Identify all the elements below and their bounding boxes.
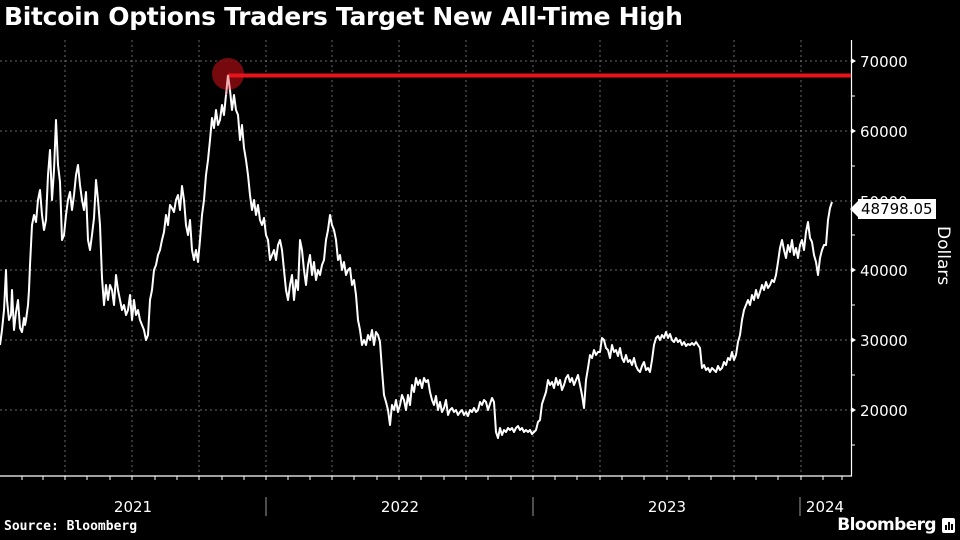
y-tick-40000: 40000 [860,262,908,280]
x-tick-2021: 2021 [114,498,152,516]
peak-segment [225,74,231,96]
x-tick-2022: 2022 [381,498,419,516]
y-minor-ticks [851,95,855,446]
last-value-label: 48798.05 [850,199,936,219]
y-tick-20000: 20000 [860,402,908,420]
horizontal-gridlines [0,60,851,411]
vertical-gridlines [64,40,802,476]
y-axis-ticks [851,58,856,413]
bloomberg-logo-text: Bloomberg [837,515,936,535]
chart-title: Bitcoin Options Traders Target New All-T… [4,2,683,31]
year-dividers [265,497,801,516]
x-axis-ticks [21,476,843,480]
bitcoin-price-line [0,77,833,439]
source-note: Source: Bloomberg [4,519,138,534]
bloomberg-chart-icon [942,518,955,533]
x-tick-2024: 2024 [806,498,844,516]
y-tick-70000: 70000 [860,53,908,71]
y-tick-60000: 60000 [860,123,908,141]
x-tick-2023: 2023 [648,498,686,516]
y-tick-30000: 30000 [860,332,908,350]
y-axis-title: Dollars [933,226,953,285]
